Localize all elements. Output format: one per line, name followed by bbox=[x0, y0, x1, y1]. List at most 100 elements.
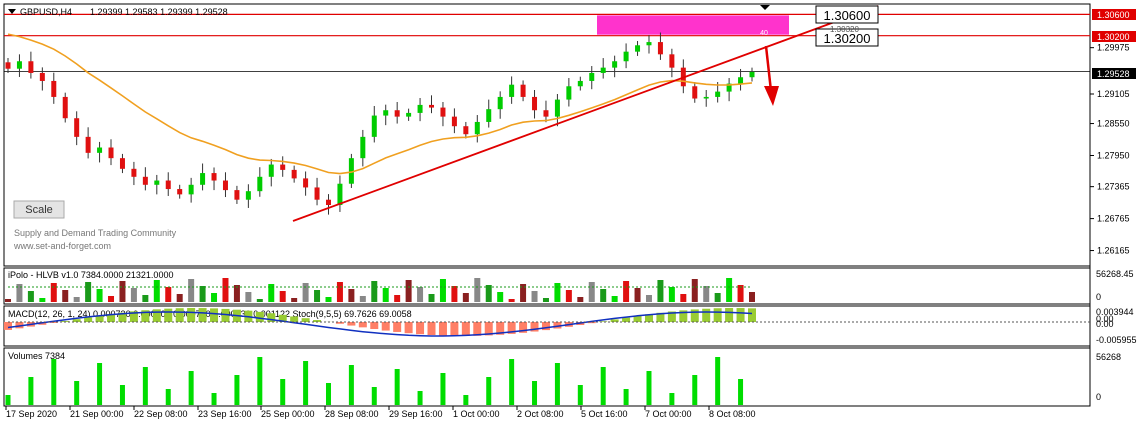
candle-body bbox=[715, 92, 720, 97]
volume-bar bbox=[395, 369, 400, 405]
volume-bar bbox=[486, 377, 491, 405]
volume-bar bbox=[555, 363, 560, 405]
volume-profile-bar bbox=[509, 299, 515, 302]
time-tick-label: 29 Sep 16:00 bbox=[389, 409, 443, 419]
candle-body bbox=[738, 77, 743, 83]
candle-body bbox=[28, 61, 33, 73]
candle-body bbox=[257, 177, 262, 191]
volume-bar bbox=[120, 385, 125, 405]
macd-histogram-bar bbox=[153, 309, 161, 322]
volume-profile-bar bbox=[669, 287, 675, 302]
macd-histogram-bar bbox=[256, 312, 264, 322]
macd-histogram-bar bbox=[714, 308, 722, 322]
volume-profile-bar bbox=[383, 288, 389, 302]
volume-profile-bar bbox=[749, 292, 755, 302]
volume-bar bbox=[532, 381, 537, 405]
volume-profile-bar bbox=[486, 285, 492, 302]
volume-bar bbox=[715, 357, 720, 405]
volume-profile-bar bbox=[600, 289, 606, 302]
candle-body bbox=[212, 173, 217, 180]
volume-profile-bar bbox=[177, 294, 183, 302]
volume-profile-bar bbox=[646, 295, 652, 302]
macd-histogram-bar bbox=[622, 318, 630, 322]
price-tick-label: 1.27950 bbox=[1097, 151, 1130, 161]
volume-profile-bar bbox=[577, 297, 583, 302]
macd-histogram-bar bbox=[393, 322, 401, 332]
macd-tick-bottom: -0.005955 bbox=[1096, 335, 1137, 345]
volume-bar bbox=[372, 387, 377, 405]
candle-body bbox=[303, 178, 308, 187]
macd-histogram-bar bbox=[176, 308, 184, 322]
vp-tick-top: 56268.45 bbox=[1096, 269, 1134, 279]
vol-tick-top: 56268 bbox=[1096, 352, 1121, 362]
zone-tag: 1.30320 bbox=[830, 25, 859, 34]
volume-profile-bar bbox=[188, 279, 194, 302]
macd-histogram-bar bbox=[290, 316, 298, 322]
candle-body bbox=[360, 137, 365, 158]
volume-profile-bar bbox=[280, 291, 286, 302]
candle-body bbox=[555, 100, 560, 117]
macd-tick-zero2: 0.00 bbox=[1096, 319, 1114, 329]
candle-body bbox=[97, 148, 102, 153]
ohlc-label: 1.29399 1.29583 1.29399 1.29528 bbox=[90, 7, 228, 17]
volume-bar bbox=[303, 361, 308, 405]
volume-profile-bar bbox=[97, 289, 103, 302]
price-tag-top-label: 1.30600 bbox=[1097, 10, 1130, 20]
volume-profile-title: iPolo - HLVB v1.0 7384.0000 21321.0000 bbox=[8, 270, 173, 280]
candle-body bbox=[120, 158, 125, 169]
volume-profile-bar bbox=[417, 287, 423, 302]
volume-profile-bar bbox=[406, 280, 412, 302]
volume-profile-bar bbox=[142, 295, 148, 302]
macd-histogram-bar bbox=[462, 322, 470, 336]
volume-bar bbox=[349, 365, 354, 405]
price-tag-bottom-label: 1.30200 bbox=[1097, 32, 1130, 42]
volume-profile-bar bbox=[451, 286, 457, 302]
volume-bar bbox=[212, 393, 217, 405]
volume-profile-bar bbox=[554, 283, 560, 302]
candle-body bbox=[74, 118, 79, 137]
macd-histogram-bar bbox=[428, 322, 436, 335]
time-tick-label: 22 Sep 08:00 bbox=[134, 409, 188, 419]
price-tick-label: 1.29975 bbox=[1097, 43, 1130, 53]
candle-body bbox=[429, 105, 434, 108]
macd-histogram-bar bbox=[473, 322, 481, 336]
time-tick-label: 21 Sep 00:00 bbox=[70, 409, 124, 419]
time-tick-label: 25 Sep 00:00 bbox=[261, 409, 315, 419]
volume-bar bbox=[578, 385, 583, 405]
candle-body bbox=[543, 110, 548, 116]
candle-body bbox=[578, 81, 583, 86]
candle-body bbox=[486, 109, 491, 122]
time-tick-label: 2 Oct 08:00 bbox=[517, 409, 564, 419]
macd-histogram-bar bbox=[187, 308, 195, 322]
volume-profile-bar bbox=[543, 298, 549, 302]
time-tick-label: 7 Oct 00:00 bbox=[645, 409, 692, 419]
candle-body bbox=[269, 165, 274, 177]
volume-profile-bar bbox=[108, 296, 114, 302]
volume-bar bbox=[28, 377, 33, 405]
volume-bar bbox=[692, 375, 697, 405]
main-pane[interactable] bbox=[4, 4, 1090, 266]
macd-histogram-bar bbox=[347, 322, 355, 326]
volume-profile-bar bbox=[680, 294, 686, 302]
volume-profile-bar bbox=[589, 282, 595, 302]
volume-profile-bar bbox=[692, 279, 698, 302]
macd-histogram-bar bbox=[439, 322, 447, 336]
volume-profile-bar bbox=[337, 282, 343, 302]
volume-profile-bar bbox=[715, 293, 721, 302]
candle-body bbox=[109, 148, 114, 159]
volume-profile-bar bbox=[39, 298, 45, 302]
volume-profile-bar bbox=[703, 286, 709, 302]
vol-tick-bottom: 0 bbox=[1096, 392, 1101, 402]
time-tick-label: 23 Sep 16:00 bbox=[198, 409, 252, 419]
volume-profile-bar bbox=[222, 278, 228, 302]
candle-body bbox=[601, 68, 606, 73]
volume-profile-bar bbox=[623, 281, 629, 302]
volume-profile-bar bbox=[74, 297, 80, 302]
macd-histogram-bar bbox=[542, 322, 550, 330]
candle-body bbox=[475, 122, 480, 134]
volume-profile-bar bbox=[200, 286, 206, 302]
volume-profile-bar bbox=[5, 299, 11, 302]
macd-histogram-bar bbox=[370, 322, 378, 329]
